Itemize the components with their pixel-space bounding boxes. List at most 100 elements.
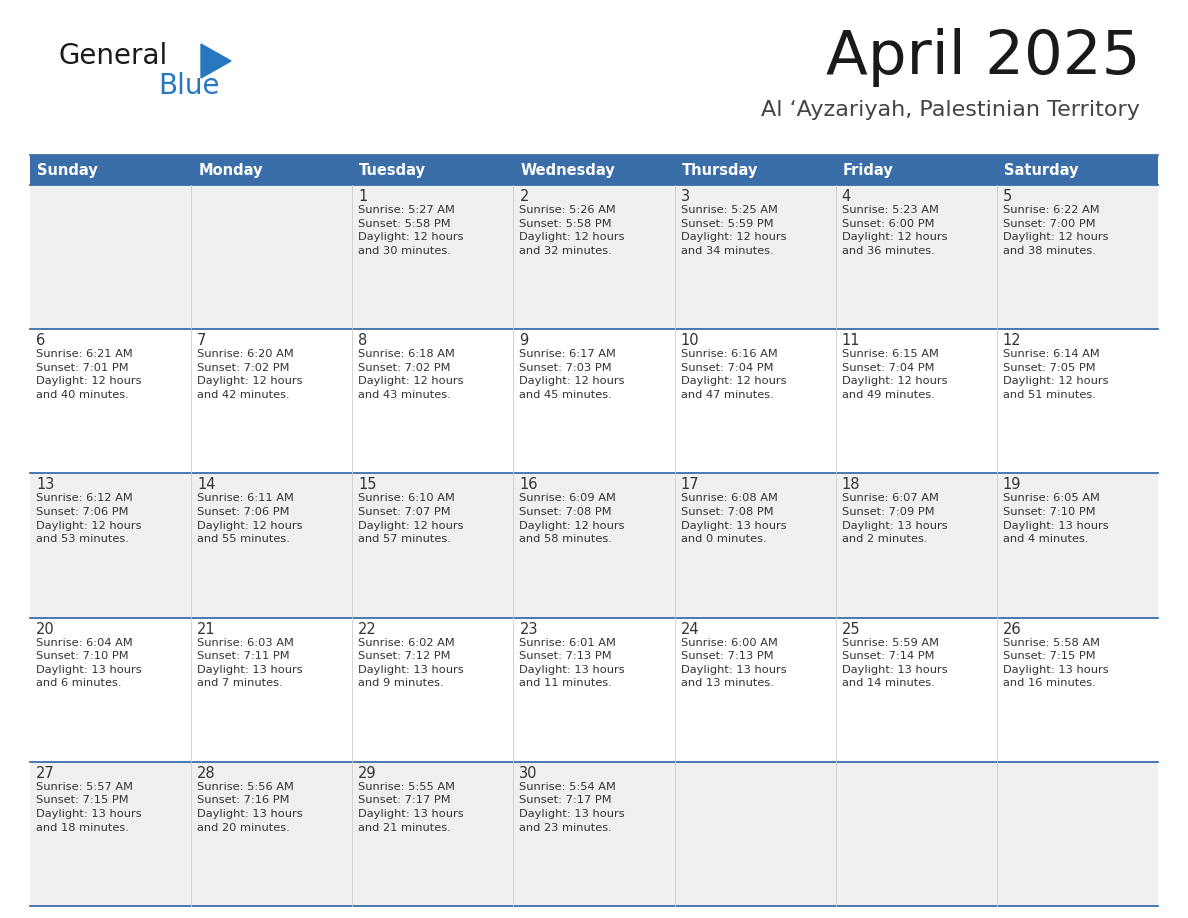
- FancyBboxPatch shape: [191, 185, 353, 330]
- FancyBboxPatch shape: [513, 155, 675, 185]
- Text: General: General: [58, 42, 168, 70]
- Text: 15: 15: [359, 477, 377, 492]
- Text: 18: 18: [842, 477, 860, 492]
- FancyBboxPatch shape: [30, 618, 191, 762]
- FancyBboxPatch shape: [835, 155, 997, 185]
- Text: 26: 26: [1003, 621, 1022, 636]
- FancyBboxPatch shape: [675, 155, 835, 185]
- Text: Sunrise: 6:14 AM
Sunset: 7:05 PM
Daylight: 12 hours
and 51 minutes.: Sunrise: 6:14 AM Sunset: 7:05 PM Dayligh…: [1003, 349, 1108, 400]
- Text: 1: 1: [359, 189, 367, 204]
- FancyBboxPatch shape: [30, 762, 191, 906]
- Text: 17: 17: [681, 477, 700, 492]
- FancyBboxPatch shape: [191, 330, 353, 474]
- FancyBboxPatch shape: [191, 618, 353, 762]
- FancyBboxPatch shape: [835, 618, 997, 762]
- FancyBboxPatch shape: [675, 618, 835, 762]
- FancyBboxPatch shape: [675, 474, 835, 618]
- Text: Monday: Monday: [198, 162, 263, 177]
- Text: Saturday: Saturday: [1004, 162, 1079, 177]
- Text: 7: 7: [197, 333, 207, 348]
- Text: 5: 5: [1003, 189, 1012, 204]
- FancyBboxPatch shape: [997, 155, 1158, 185]
- FancyBboxPatch shape: [353, 155, 513, 185]
- Text: 8: 8: [359, 333, 367, 348]
- FancyBboxPatch shape: [997, 618, 1158, 762]
- Text: Sunrise: 6:15 AM
Sunset: 7:04 PM
Daylight: 12 hours
and 49 minutes.: Sunrise: 6:15 AM Sunset: 7:04 PM Dayligh…: [842, 349, 947, 400]
- Text: Sunrise: 6:11 AM
Sunset: 7:06 PM
Daylight: 12 hours
and 55 minutes.: Sunrise: 6:11 AM Sunset: 7:06 PM Dayligh…: [197, 493, 303, 544]
- FancyBboxPatch shape: [191, 474, 353, 618]
- Text: Sunrise: 6:17 AM
Sunset: 7:03 PM
Daylight: 12 hours
and 45 minutes.: Sunrise: 6:17 AM Sunset: 7:03 PM Dayligh…: [519, 349, 625, 400]
- Text: 13: 13: [36, 477, 55, 492]
- Text: 2: 2: [519, 189, 529, 204]
- Text: Sunrise: 6:08 AM
Sunset: 7:08 PM
Daylight: 13 hours
and 0 minutes.: Sunrise: 6:08 AM Sunset: 7:08 PM Dayligh…: [681, 493, 786, 544]
- Text: Sunrise: 5:58 AM
Sunset: 7:15 PM
Daylight: 13 hours
and 16 minutes.: Sunrise: 5:58 AM Sunset: 7:15 PM Dayligh…: [1003, 638, 1108, 688]
- Text: 24: 24: [681, 621, 700, 636]
- FancyBboxPatch shape: [835, 474, 997, 618]
- Text: Sunrise: 6:02 AM
Sunset: 7:12 PM
Daylight: 13 hours
and 9 minutes.: Sunrise: 6:02 AM Sunset: 7:12 PM Dayligh…: [359, 638, 463, 688]
- FancyBboxPatch shape: [835, 762, 997, 906]
- Text: Sunrise: 5:25 AM
Sunset: 5:59 PM
Daylight: 12 hours
and 34 minutes.: Sunrise: 5:25 AM Sunset: 5:59 PM Dayligh…: [681, 205, 786, 256]
- FancyBboxPatch shape: [835, 185, 997, 330]
- Text: 4: 4: [842, 189, 851, 204]
- Text: 27: 27: [36, 766, 55, 781]
- Text: Sunrise: 5:57 AM
Sunset: 7:15 PM
Daylight: 13 hours
and 18 minutes.: Sunrise: 5:57 AM Sunset: 7:15 PM Dayligh…: [36, 782, 141, 833]
- Text: Sunrise: 6:01 AM
Sunset: 7:13 PM
Daylight: 13 hours
and 11 minutes.: Sunrise: 6:01 AM Sunset: 7:13 PM Dayligh…: [519, 638, 625, 688]
- Text: Sunrise: 5:56 AM
Sunset: 7:16 PM
Daylight: 13 hours
and 20 minutes.: Sunrise: 5:56 AM Sunset: 7:16 PM Dayligh…: [197, 782, 303, 833]
- FancyBboxPatch shape: [997, 330, 1158, 474]
- Text: 16: 16: [519, 477, 538, 492]
- FancyBboxPatch shape: [353, 330, 513, 474]
- Text: 11: 11: [842, 333, 860, 348]
- Text: 21: 21: [197, 621, 216, 636]
- Text: Al ‘Ayzariyah, Palestinian Territory: Al ‘Ayzariyah, Palestinian Territory: [762, 100, 1140, 120]
- FancyBboxPatch shape: [513, 762, 675, 906]
- Text: Sunrise: 5:55 AM
Sunset: 7:17 PM
Daylight: 13 hours
and 21 minutes.: Sunrise: 5:55 AM Sunset: 7:17 PM Dayligh…: [359, 782, 463, 833]
- FancyBboxPatch shape: [997, 762, 1158, 906]
- FancyBboxPatch shape: [513, 474, 675, 618]
- Text: 28: 28: [197, 766, 216, 781]
- Text: 3: 3: [681, 189, 690, 204]
- FancyBboxPatch shape: [675, 185, 835, 330]
- FancyBboxPatch shape: [513, 185, 675, 330]
- FancyBboxPatch shape: [835, 330, 997, 474]
- Text: Sunday: Sunday: [37, 162, 97, 177]
- FancyBboxPatch shape: [191, 762, 353, 906]
- FancyBboxPatch shape: [191, 155, 353, 185]
- FancyBboxPatch shape: [30, 155, 191, 185]
- FancyBboxPatch shape: [675, 762, 835, 906]
- Polygon shape: [201, 44, 230, 78]
- Text: 30: 30: [519, 766, 538, 781]
- Text: Sunrise: 6:05 AM
Sunset: 7:10 PM
Daylight: 13 hours
and 4 minutes.: Sunrise: 6:05 AM Sunset: 7:10 PM Dayligh…: [1003, 493, 1108, 544]
- Text: Sunrise: 6:07 AM
Sunset: 7:09 PM
Daylight: 13 hours
and 2 minutes.: Sunrise: 6:07 AM Sunset: 7:09 PM Dayligh…: [842, 493, 947, 544]
- Text: Wednesday: Wednesday: [520, 162, 615, 177]
- Text: Sunrise: 6:21 AM
Sunset: 7:01 PM
Daylight: 12 hours
and 40 minutes.: Sunrise: 6:21 AM Sunset: 7:01 PM Dayligh…: [36, 349, 141, 400]
- Text: Sunrise: 6:00 AM
Sunset: 7:13 PM
Daylight: 13 hours
and 13 minutes.: Sunrise: 6:00 AM Sunset: 7:13 PM Dayligh…: [681, 638, 786, 688]
- Text: Sunrise: 6:20 AM
Sunset: 7:02 PM
Daylight: 12 hours
and 42 minutes.: Sunrise: 6:20 AM Sunset: 7:02 PM Dayligh…: [197, 349, 303, 400]
- FancyBboxPatch shape: [513, 330, 675, 474]
- Text: 14: 14: [197, 477, 216, 492]
- Text: Sunrise: 5:23 AM
Sunset: 6:00 PM
Daylight: 12 hours
and 36 minutes.: Sunrise: 5:23 AM Sunset: 6:00 PM Dayligh…: [842, 205, 947, 256]
- Text: Sunrise: 5:59 AM
Sunset: 7:14 PM
Daylight: 13 hours
and 14 minutes.: Sunrise: 5:59 AM Sunset: 7:14 PM Dayligh…: [842, 638, 947, 688]
- FancyBboxPatch shape: [997, 474, 1158, 618]
- FancyBboxPatch shape: [353, 474, 513, 618]
- Text: April 2025: April 2025: [826, 28, 1140, 87]
- Text: 20: 20: [36, 621, 55, 636]
- Text: Sunrise: 6:04 AM
Sunset: 7:10 PM
Daylight: 13 hours
and 6 minutes.: Sunrise: 6:04 AM Sunset: 7:10 PM Dayligh…: [36, 638, 141, 688]
- Text: 29: 29: [359, 766, 377, 781]
- Text: 25: 25: [842, 621, 860, 636]
- Text: Sunrise: 6:22 AM
Sunset: 7:00 PM
Daylight: 12 hours
and 38 minutes.: Sunrise: 6:22 AM Sunset: 7:00 PM Dayligh…: [1003, 205, 1108, 256]
- Text: Sunrise: 6:18 AM
Sunset: 7:02 PM
Daylight: 12 hours
and 43 minutes.: Sunrise: 6:18 AM Sunset: 7:02 PM Dayligh…: [359, 349, 463, 400]
- Text: 9: 9: [519, 333, 529, 348]
- FancyBboxPatch shape: [997, 185, 1158, 330]
- Text: 10: 10: [681, 333, 700, 348]
- Text: Sunrise: 6:03 AM
Sunset: 7:11 PM
Daylight: 13 hours
and 7 minutes.: Sunrise: 6:03 AM Sunset: 7:11 PM Dayligh…: [197, 638, 303, 688]
- Text: Sunrise: 6:10 AM
Sunset: 7:07 PM
Daylight: 12 hours
and 57 minutes.: Sunrise: 6:10 AM Sunset: 7:07 PM Dayligh…: [359, 493, 463, 544]
- FancyBboxPatch shape: [675, 330, 835, 474]
- FancyBboxPatch shape: [353, 762, 513, 906]
- FancyBboxPatch shape: [353, 185, 513, 330]
- Text: Thursday: Thursday: [682, 162, 758, 177]
- Text: Tuesday: Tuesday: [359, 162, 426, 177]
- FancyBboxPatch shape: [353, 618, 513, 762]
- FancyBboxPatch shape: [30, 185, 191, 330]
- Text: Sunrise: 5:26 AM
Sunset: 5:58 PM
Daylight: 12 hours
and 32 minutes.: Sunrise: 5:26 AM Sunset: 5:58 PM Dayligh…: [519, 205, 625, 256]
- Text: Sunrise: 5:27 AM
Sunset: 5:58 PM
Daylight: 12 hours
and 30 minutes.: Sunrise: 5:27 AM Sunset: 5:58 PM Dayligh…: [359, 205, 463, 256]
